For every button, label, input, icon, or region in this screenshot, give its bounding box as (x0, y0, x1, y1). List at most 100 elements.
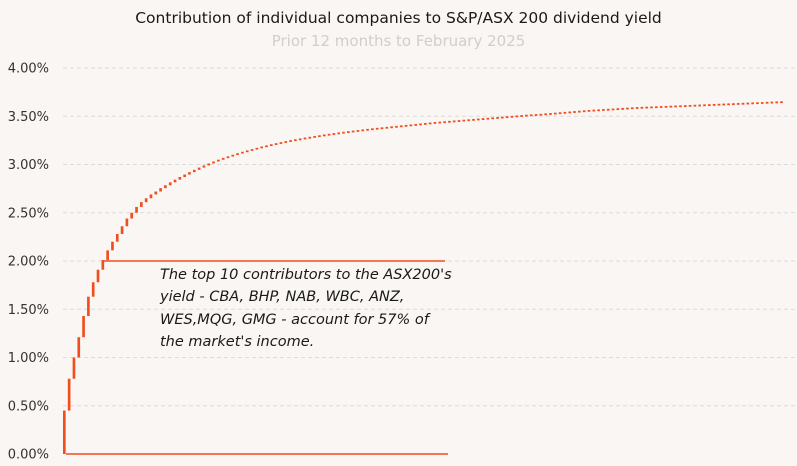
bar (736, 103, 740, 105)
bar (428, 122, 432, 125)
bar (82, 316, 85, 338)
bar (351, 130, 355, 133)
bar (135, 206, 138, 213)
bar (727, 103, 730, 106)
bar (197, 167, 201, 170)
bar (433, 122, 437, 124)
bar (544, 113, 547, 116)
bar (303, 137, 307, 140)
bar (529, 114, 533, 117)
bar (241, 151, 244, 154)
bar (655, 106, 658, 109)
y-tick-label: 2.50% (8, 206, 49, 221)
bar (626, 107, 629, 110)
bar (707, 104, 711, 106)
bar (496, 117, 499, 119)
annotation-line: the market's income. (160, 333, 315, 350)
bar (366, 128, 369, 131)
bar (294, 139, 297, 142)
bar (630, 107, 634, 110)
bar (674, 105, 677, 108)
bar (553, 112, 557, 115)
annotation-bracket (66, 260, 448, 455)
bar (510, 115, 514, 118)
annotation-text: The top 10 contributors to the ASX200's … (160, 264, 460, 353)
annotation-line: The top 10 contributors to the ASX200's (160, 267, 452, 283)
y-tick-label: 0.00% (8, 448, 49, 463)
bar (602, 109, 605, 111)
bar (399, 125, 403, 128)
bar (414, 123, 418, 126)
bar (640, 106, 644, 109)
bar (255, 147, 259, 150)
bar (188, 172, 191, 175)
bar (635, 107, 639, 109)
bar (505, 116, 509, 119)
bar (597, 109, 600, 112)
bar (178, 177, 182, 180)
bar (732, 103, 735, 106)
annotation-line: yield - CBA, BHP, NAB, WBC, ANZ, (160, 289, 405, 306)
bar (221, 157, 225, 160)
bar (775, 101, 779, 104)
bar (274, 143, 278, 145)
bar (318, 135, 321, 138)
bar (457, 120, 461, 122)
bar (250, 149, 254, 151)
bar (688, 104, 692, 107)
bar (260, 146, 263, 149)
bar (592, 109, 596, 112)
bar (765, 101, 769, 104)
bar (760, 102, 764, 104)
bar (226, 156, 230, 159)
bar (683, 105, 687, 107)
bar (313, 136, 316, 138)
bar (693, 104, 697, 107)
bar (578, 110, 581, 113)
bar (756, 102, 759, 105)
bar (361, 129, 365, 132)
bar (77, 337, 81, 358)
bar (698, 104, 702, 107)
bar (611, 108, 615, 111)
bar (491, 117, 495, 120)
bar (308, 136, 312, 139)
bar (573, 111, 576, 113)
bar (549, 113, 552, 115)
bar (63, 410, 66, 454)
bar (356, 130, 360, 132)
bar (722, 103, 726, 106)
bar (741, 102, 745, 105)
bar (770, 101, 774, 104)
bar (746, 102, 750, 105)
bar (476, 118, 480, 121)
bar (140, 202, 143, 207)
bar (751, 102, 754, 105)
bar (780, 101, 783, 104)
bar (717, 103, 721, 106)
bar (481, 118, 485, 120)
bar (472, 118, 475, 121)
y-axis: 0.00% 0.50% 1.00% 1.50% 2.00% 2.50% 3.00% 3.50%… (8, 62, 49, 463)
bar (96, 269, 100, 283)
bar (115, 233, 119, 242)
bar (650, 106, 653, 109)
bar (101, 260, 105, 270)
bar (568, 111, 572, 114)
bar (448, 120, 451, 123)
bar (183, 174, 186, 178)
bar (587, 109, 591, 112)
chart-subtitle: Prior 12 months to February 2025 (271, 32, 526, 50)
bar (539, 113, 543, 116)
bar (380, 127, 384, 130)
y-tick-label: 3.00% (8, 158, 49, 173)
bar (284, 141, 288, 143)
bar (106, 250, 109, 261)
bar (245, 150, 249, 153)
bar (679, 105, 682, 108)
bar (404, 124, 408, 127)
bar (467, 119, 470, 122)
y-tick-label: 3.50% (8, 110, 49, 125)
bar (289, 140, 292, 142)
bar (669, 105, 673, 108)
